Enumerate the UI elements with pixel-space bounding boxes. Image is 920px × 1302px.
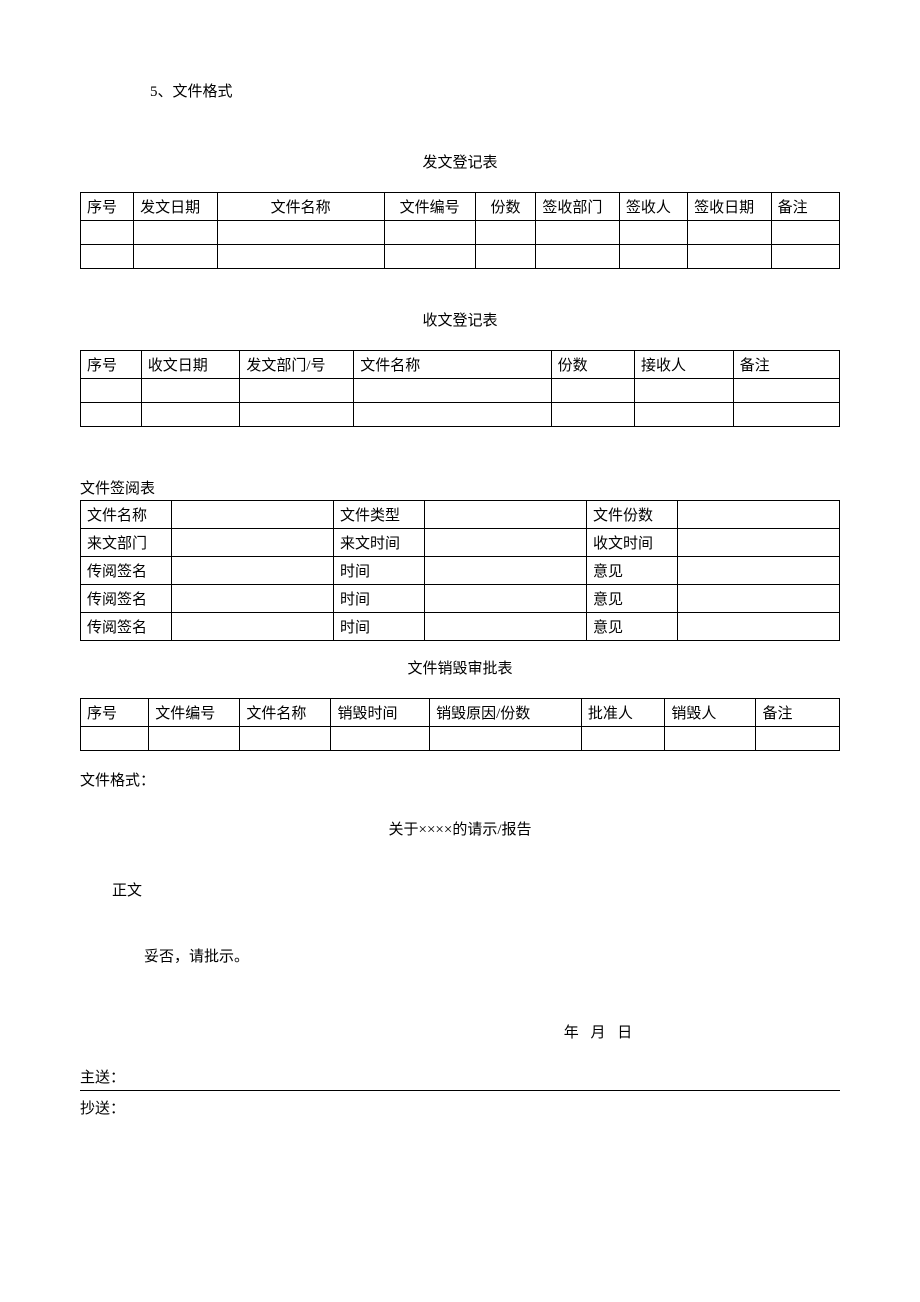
cell-value (172, 557, 334, 585)
cell-value (172, 529, 334, 557)
table4-title: 文件销毁审批表 (80, 657, 840, 678)
col-header: 接收人 (635, 351, 734, 379)
table-header-row: 序号 文件编号 文件名称 销毁时间 销毁原因/份数 批准人 销毁人 备注 (81, 699, 840, 727)
table-row: 来文部门 来文时间 收文时间 (81, 529, 840, 557)
col-header: 签收人 (619, 193, 687, 221)
table-row (81, 727, 840, 751)
col-header: 收文日期 (141, 351, 240, 379)
col-header: 文件编号 (384, 193, 475, 221)
col-header: 销毁时间 (331, 699, 430, 727)
table1-title: 发文登记表 (80, 151, 840, 172)
doc-review-table: 文件名称 文件类型 文件份数 来文部门 来文时间 收文时间 传阅签名 时间 意见… (80, 500, 840, 641)
cell-value (172, 585, 334, 613)
table-header-row: 序号 收文日期 发文部门/号 文件名称 份数 接收人 备注 (81, 351, 840, 379)
doc-destroy-table: 序号 文件编号 文件名称 销毁时间 销毁原因/份数 批准人 销毁人 备注 (80, 698, 840, 751)
col-header: 备注 (771, 193, 839, 221)
cell-value (425, 585, 587, 613)
cell-label: 传阅签名 (81, 585, 172, 613)
cell-value (425, 529, 587, 557)
body-label: 正文 (112, 879, 840, 900)
table-row: 传阅签名 时间 意见 (81, 613, 840, 641)
cell-label: 来文部门 (81, 529, 172, 557)
col-header: 销毁人 (665, 699, 756, 727)
table-row: 传阅签名 时间 意见 (81, 585, 840, 613)
col-header: 序号 (81, 193, 134, 221)
cell-label: 时间 (333, 613, 424, 641)
cell-label: 时间 (333, 585, 424, 613)
cell-label: 传阅签名 (81, 557, 172, 585)
cell-label: 文件类型 (333, 501, 424, 529)
cell-label: 文件份数 (586, 501, 677, 529)
col-header: 销毁原因/份数 (430, 699, 582, 727)
col-header: 发文日期 (134, 193, 217, 221)
section-heading: 5、文件格式 (150, 80, 840, 101)
incoming-doc-table: 序号 收文日期 发文部门/号 文件名称 份数 接收人 备注 (80, 350, 840, 427)
copy-send: 抄送： (80, 1097, 840, 1118)
col-header: 份数 (551, 351, 634, 379)
table-row (81, 245, 840, 269)
cell-label: 意见 (586, 557, 677, 585)
cell-value (678, 585, 840, 613)
cell-value (678, 557, 840, 585)
col-header: 文件编号 (149, 699, 240, 727)
col-header: 序号 (81, 699, 149, 727)
table3-title: 文件签阅表 (80, 477, 840, 498)
col-header: 份数 (475, 193, 536, 221)
cell-label: 意见 (586, 613, 677, 641)
cell-value (172, 613, 334, 641)
col-header: 备注 (733, 351, 839, 379)
cell-value (172, 501, 334, 529)
closing-text: 妥否，请批示。 (144, 945, 840, 966)
col-header: 签收日期 (688, 193, 771, 221)
divider-line (80, 1090, 840, 1091)
format-label: 文件格式： (80, 769, 840, 790)
table2-title: 收文登记表 (80, 309, 840, 330)
cell-label: 传阅签名 (81, 613, 172, 641)
cell-value (678, 613, 840, 641)
table-row (81, 221, 840, 245)
col-header: 批准人 (581, 699, 664, 727)
cell-label: 文件名称 (81, 501, 172, 529)
col-header: 文件名称 (354, 351, 551, 379)
col-header: 文件名称 (217, 193, 384, 221)
col-header: 备注 (756, 699, 840, 727)
cell-label: 时间 (333, 557, 424, 585)
table-row: 传阅签名 时间 意见 (81, 557, 840, 585)
col-header: 发文部门/号 (240, 351, 354, 379)
cell-value (425, 557, 587, 585)
cell-value (425, 501, 587, 529)
cell-value (678, 501, 840, 529)
cell-label: 收文时间 (586, 529, 677, 557)
document-title-template: 关于××××的请示/报告 (80, 818, 840, 839)
col-header: 序号 (81, 351, 142, 379)
main-send: 主送： (80, 1066, 840, 1087)
cell-label: 意见 (586, 585, 677, 613)
col-header: 签收部门 (536, 193, 619, 221)
table-header-row: 序号 发文日期 文件名称 文件编号 份数 签收部门 签收人 签收日期 备注 (81, 193, 840, 221)
cell-label: 来文时间 (333, 529, 424, 557)
col-header: 文件名称 (240, 699, 331, 727)
table-row: 文件名称 文件类型 文件份数 (81, 501, 840, 529)
date-line: 年 月 日 (80, 1021, 840, 1042)
cell-value (678, 529, 840, 557)
table-row (81, 403, 840, 427)
cell-value (425, 613, 587, 641)
table-row (81, 379, 840, 403)
outgoing-doc-table: 序号 发文日期 文件名称 文件编号 份数 签收部门 签收人 签收日期 备注 (80, 192, 840, 269)
